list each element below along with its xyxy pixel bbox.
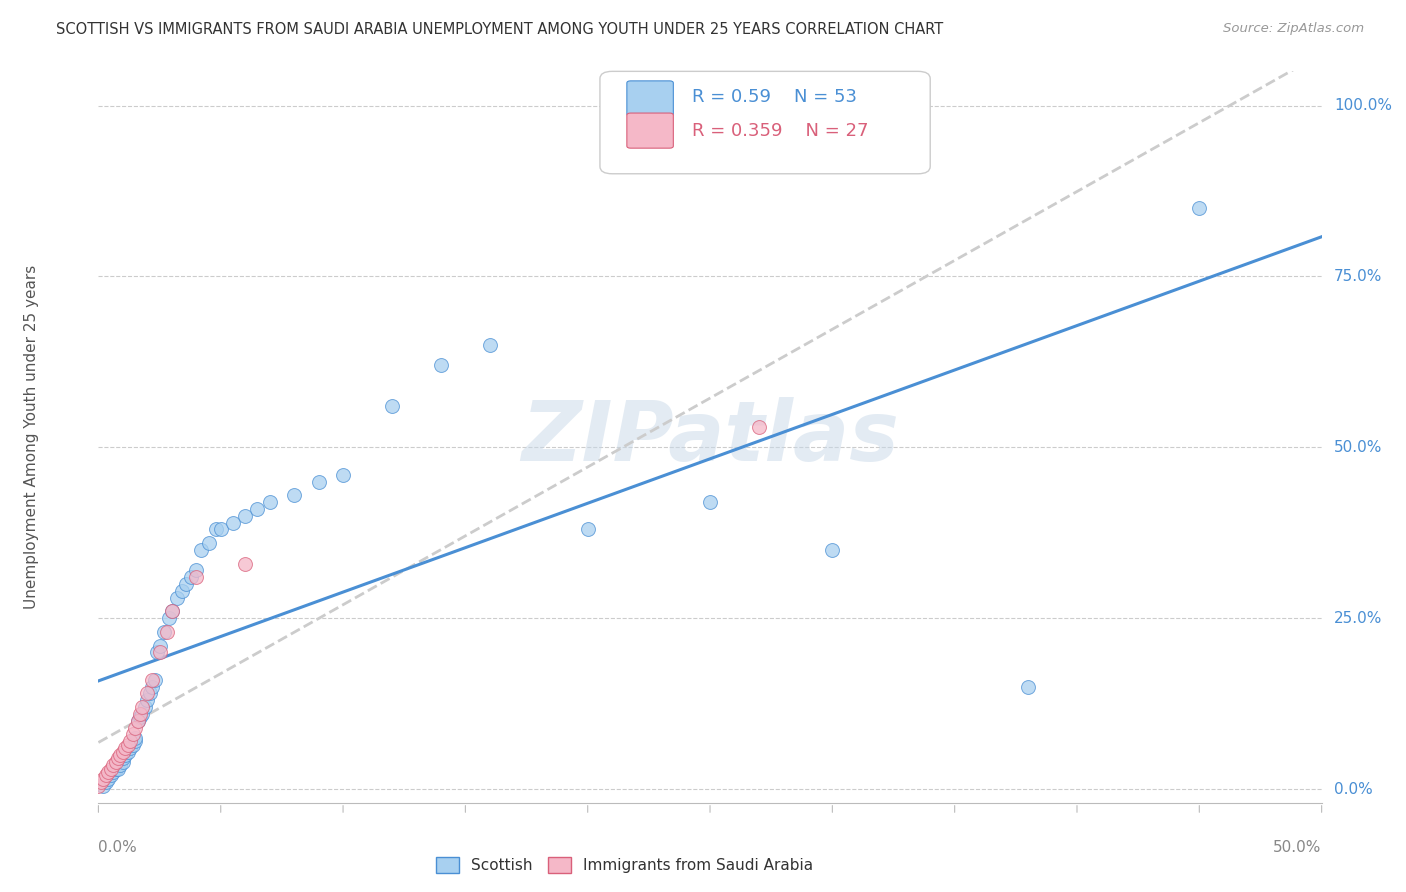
Text: 50.0%: 50.0% <box>1274 840 1322 855</box>
Point <box>120 734 142 748</box>
Point <box>117 745 139 759</box>
Point <box>222 516 245 530</box>
Point <box>259 495 281 509</box>
Point <box>153 624 176 639</box>
Point <box>197 536 219 550</box>
Text: 100.0%: 100.0% <box>1334 98 1392 113</box>
Point <box>283 488 305 502</box>
Point <box>121 727 143 741</box>
Point <box>97 765 120 780</box>
Point <box>233 508 256 523</box>
Point <box>127 714 149 728</box>
Text: ZIPatlas: ZIPatlas <box>522 397 898 477</box>
Point <box>430 359 453 373</box>
Point <box>209 522 232 536</box>
Point <box>141 673 163 687</box>
Point <box>104 762 127 776</box>
Point <box>157 611 180 625</box>
Point <box>111 751 134 765</box>
Point <box>124 731 146 745</box>
Point <box>120 741 142 756</box>
Point <box>233 557 256 571</box>
Point <box>748 420 770 434</box>
Point <box>246 501 269 516</box>
Point <box>156 624 179 639</box>
Point <box>139 686 162 700</box>
Point <box>160 604 183 618</box>
Point <box>101 758 124 772</box>
FancyBboxPatch shape <box>600 71 931 174</box>
Point <box>821 542 844 557</box>
Point <box>131 700 153 714</box>
Text: Unemployment Among Youth under 25 years: Unemployment Among Youth under 25 years <box>24 265 38 609</box>
Point <box>149 645 172 659</box>
Point <box>160 604 183 618</box>
Point <box>166 591 188 605</box>
Point <box>87 779 110 793</box>
Point <box>205 522 228 536</box>
Point <box>1188 201 1211 215</box>
Point <box>129 710 152 724</box>
Point <box>129 706 152 721</box>
Point <box>104 755 127 769</box>
Point <box>101 765 124 780</box>
Point <box>134 700 156 714</box>
Point <box>136 693 159 707</box>
Point <box>186 563 208 577</box>
Point <box>111 755 134 769</box>
Point <box>107 751 129 765</box>
Point <box>117 738 139 752</box>
Point <box>110 747 132 762</box>
Point <box>114 741 136 756</box>
Point <box>699 495 721 509</box>
FancyBboxPatch shape <box>627 81 673 116</box>
Text: 0.0%: 0.0% <box>98 840 138 855</box>
Text: Source: ZipAtlas.com: Source: ZipAtlas.com <box>1223 22 1364 36</box>
Text: R = 0.59    N = 53: R = 0.59 N = 53 <box>692 88 856 106</box>
FancyBboxPatch shape <box>627 113 673 148</box>
Text: 25.0%: 25.0% <box>1334 611 1382 625</box>
Point <box>143 673 166 687</box>
Point <box>136 686 159 700</box>
Point <box>478 338 501 352</box>
Point <box>381 400 404 414</box>
Point <box>110 758 132 772</box>
Point <box>121 738 143 752</box>
Point <box>131 706 153 721</box>
Point <box>114 747 136 762</box>
Point <box>186 570 208 584</box>
Point <box>141 680 163 694</box>
Point <box>332 467 354 482</box>
Point <box>100 762 122 776</box>
Text: 50.0%: 50.0% <box>1334 440 1382 455</box>
Point <box>127 714 149 728</box>
Point <box>190 542 212 557</box>
Point <box>124 734 146 748</box>
Point <box>100 768 122 782</box>
Point <box>180 570 202 584</box>
Point <box>176 577 198 591</box>
Point <box>94 775 117 789</box>
Point <box>97 772 120 786</box>
Point <box>124 721 146 735</box>
Text: SCOTTISH VS IMMIGRANTS FROM SAUDI ARABIA UNEMPLOYMENT AMONG YOUTH UNDER 25 YEARS: SCOTTISH VS IMMIGRANTS FROM SAUDI ARABIA… <box>56 22 943 37</box>
Text: 0.0%: 0.0% <box>1334 781 1372 797</box>
Text: R = 0.359    N = 27: R = 0.359 N = 27 <box>692 122 868 140</box>
Point <box>107 762 129 776</box>
Point <box>90 775 112 789</box>
Point <box>91 779 114 793</box>
Point <box>91 772 114 786</box>
Point <box>111 745 134 759</box>
Point <box>146 645 169 659</box>
Text: 75.0%: 75.0% <box>1334 268 1382 284</box>
Point <box>94 768 117 782</box>
Point <box>149 639 172 653</box>
Point <box>308 475 330 489</box>
Point <box>170 583 193 598</box>
Point <box>576 522 599 536</box>
Point <box>1017 680 1039 694</box>
Legend: Scottish, Immigrants from Saudi Arabia: Scottish, Immigrants from Saudi Arabia <box>430 851 820 880</box>
